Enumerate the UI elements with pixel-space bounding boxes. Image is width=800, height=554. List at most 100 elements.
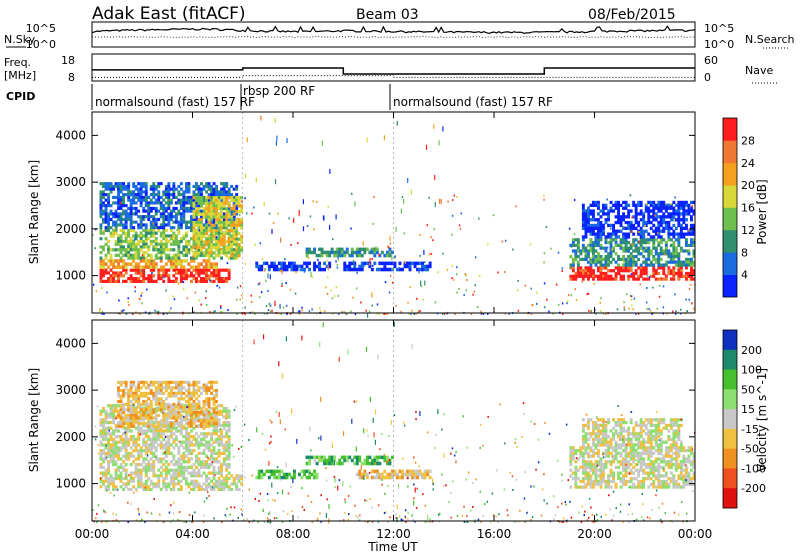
colorbar-segment [723, 389, 737, 410]
colorbar-segment [723, 428, 737, 449]
colorbar-tick-label: 28 [741, 134, 755, 147]
velocity-heatmap [92, 320, 696, 524]
colorbar-segment [723, 330, 737, 351]
colorbar-segment [723, 369, 737, 390]
x-axis-label: Time UT [367, 540, 418, 554]
heatmap-region [569, 266, 696, 281]
heatmap-scatter [92, 321, 696, 524]
heatmap-region [192, 196, 244, 258]
cpid-segment-2: rbsp 200 RF [243, 84, 315, 98]
cpid-panel [91, 84, 391, 110]
y-tick-label: 3000 [55, 175, 86, 189]
y-tick-label: 1000 [55, 477, 86, 491]
colorbar-segment [723, 274, 737, 298]
freq-label-line2: [MHz] [4, 69, 36, 82]
time-axis: 00:00 04:00 08:00 12:00 16:00 20:00 00:00 [75, 112, 713, 541]
colorbar-segment [723, 207, 737, 231]
nave-label: Nave [745, 64, 773, 77]
y-tick-label: 4000 [55, 336, 86, 350]
noise-right-tick-bottom: 10^0 [704, 38, 734, 51]
heatmap-scatter [92, 115, 696, 318]
heatmap-region [117, 380, 218, 428]
freq-left-tick-bottom: 8 [68, 71, 75, 84]
cpid-segment-1: normalsound (fast) 157 RF [95, 95, 255, 109]
colorbar-tick-label: -200 [741, 482, 766, 495]
heatmap-region [581, 418, 683, 447]
date-label: 08/Feb/2015 [588, 7, 676, 23]
nave-right-tick-bottom: 0 [704, 71, 711, 84]
colorbar-segment [723, 448, 737, 469]
colorbar-tick-label: 16 [741, 202, 755, 215]
noise-panel-frame [91, 21, 696, 48]
colorbar-tick-label: 8 [741, 246, 748, 259]
heatmap-region [343, 261, 432, 272]
colorbar-tick-label: -50 [741, 443, 759, 456]
colorbar-segment [723, 185, 737, 208]
colorbar-segment [723, 349, 737, 370]
colorbar-segment [723, 162, 737, 186]
y-tick-label: 1000 [55, 269, 86, 283]
x-tick-label: 16:00 [477, 527, 512, 541]
power-heatmap [92, 112, 696, 318]
x-tick-label: 08:00 [276, 527, 311, 541]
colorbar-tick-label: -100 [741, 462, 766, 475]
freq-left-tick-top: 18 [61, 54, 75, 67]
beam-label: Beam 03 [356, 7, 419, 23]
colorbar-segment [723, 409, 737, 430]
colorbar-tick-label: 12 [741, 224, 755, 237]
noise-panel [91, 25, 696, 38]
heatmap-region [305, 247, 394, 258]
heatmap-region [255, 261, 332, 272]
velocity-y-axis: 1000 2000 3000 4000 [55, 336, 695, 491]
heatmap-region [581, 200, 696, 239]
colorbar-frame [722, 329, 738, 509]
power-y-axis: 1000 2000 3000 4000 [55, 128, 695, 283]
velocity-ylabel: Slant Range [km] [27, 368, 41, 472]
x-tick-label: 00:00 [678, 527, 713, 541]
noise-right-tick-top: 10^5 [704, 22, 734, 35]
colorbar-segment [723, 118, 737, 141]
x-tick-label: 00:00 [75, 527, 110, 541]
colorbar-tick-label: 24 [741, 157, 755, 170]
power-colorbar: 4 8 12 16 20 24 28 [722, 117, 755, 298]
frequency-series-line [92, 67, 695, 75]
colorbar-frame [722, 117, 738, 298]
colorbar-tick-label: 4 [741, 269, 748, 282]
cpid-segment-3: normalsound (fast) 157 RF [393, 95, 553, 109]
nave-right-tick-top: 60 [704, 54, 718, 67]
y-tick-label: 3000 [55, 383, 86, 397]
nsky-label: N.Sky [4, 33, 36, 46]
x-tick-label: 20:00 [577, 527, 612, 541]
velocity-colorbar: 200 100 50 15 -15 -50 -100 -200 [722, 329, 766, 509]
cpid-label: CPID [6, 90, 35, 103]
y-tick-label: 2000 [55, 430, 86, 444]
colorbar-tick-label: 20 [741, 179, 755, 192]
power-colorbar-label: Power [dB] [755, 179, 769, 244]
colorbar-tick-label: 50 [741, 383, 755, 396]
power-ylabel: Slant Range [km] [27, 160, 41, 264]
heatmap-region [99, 268, 231, 283]
nsky-series-line [91, 25, 696, 35]
y-tick-label: 2000 [55, 222, 86, 236]
colorbar-tick-label: -15 [741, 423, 759, 436]
colorbar-segment [723, 252, 737, 275]
velocity-colorbar-label: Velocity [m s^-1] [755, 368, 769, 472]
x-tick-label: 04:00 [175, 527, 210, 541]
heatmap-region [305, 455, 394, 466]
heatmap-region [569, 238, 696, 267]
freq-label-line1: Freq. [4, 56, 31, 69]
nsearch-label: N.Search [745, 33, 795, 46]
freq-panel [92, 67, 695, 78]
colorbar-tick-label: 15 [741, 403, 755, 416]
y-tick-label: 4000 [55, 128, 86, 142]
colorbar-segment [723, 468, 737, 489]
noise-left-tick-top: 10^5 [26, 22, 56, 35]
colorbar-tick-label: 200 [741, 344, 762, 357]
heatmap-region [255, 469, 319, 480]
colorbar-segment [723, 140, 737, 164]
noise-left-tick-bottom: 10^0 [26, 38, 56, 51]
nsearch-series-line [91, 36, 696, 38]
colorbar-segment [723, 229, 737, 253]
radar-title: Adak East (fitACF) [92, 4, 246, 24]
